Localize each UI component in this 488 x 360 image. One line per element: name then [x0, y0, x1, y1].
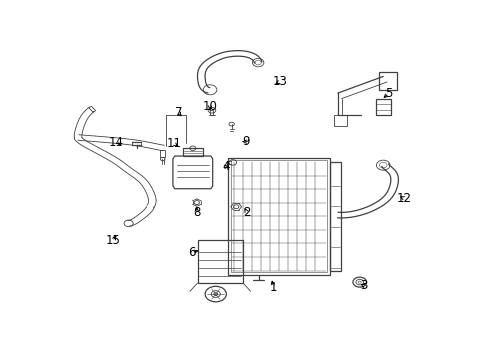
Text: 6: 6 — [188, 246, 195, 259]
Bar — [197, 240, 243, 283]
Text: 3: 3 — [360, 279, 367, 292]
Text: 2: 2 — [243, 206, 250, 219]
Text: 7: 7 — [175, 106, 182, 119]
Bar — [160, 150, 164, 157]
Text: 11: 11 — [166, 137, 181, 150]
Bar — [375, 99, 390, 115]
Bar — [333, 115, 346, 126]
Text: 1: 1 — [269, 281, 277, 294]
Bar — [230, 161, 326, 273]
Text: 14: 14 — [108, 136, 123, 149]
Text: 15: 15 — [106, 234, 121, 247]
Bar — [210, 110, 213, 115]
Text: 13: 13 — [272, 75, 287, 88]
Text: 4: 4 — [222, 160, 229, 173]
Text: 5: 5 — [385, 87, 392, 100]
Bar — [329, 162, 340, 270]
Bar — [379, 72, 396, 90]
Text: 12: 12 — [396, 192, 411, 205]
Bar — [183, 148, 203, 156]
Text: 8: 8 — [193, 206, 200, 219]
Text: 9: 9 — [242, 135, 249, 148]
Bar — [227, 158, 329, 275]
Text: 10: 10 — [202, 100, 217, 113]
